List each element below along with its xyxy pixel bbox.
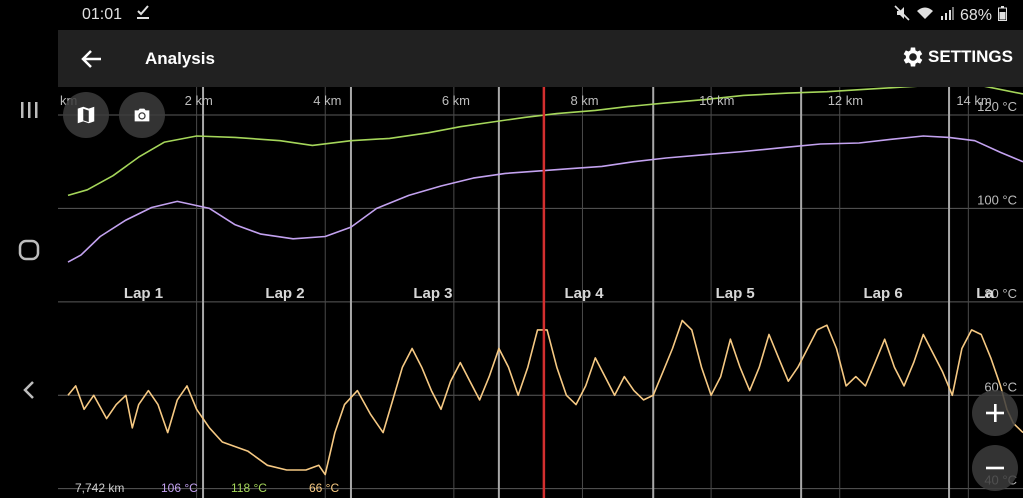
app-bar: Analysis SETTINGS (58, 30, 1023, 87)
settings-button[interactable]: SETTINGS (900, 44, 1013, 70)
footer-distance: 7,742 km (75, 481, 125, 495)
y-tick-label: 80 °C (984, 286, 1017, 301)
map-button[interactable] (63, 92, 109, 138)
series-line-1 (67, 87, 1023, 197)
map-icon (77, 106, 95, 124)
x-tick-label: 6 km (442, 93, 470, 108)
footer-purple-value: 106 °C (161, 481, 198, 495)
camera-icon (134, 108, 150, 122)
lap-label: La (976, 285, 994, 302)
y-tick-label: 100 °C (977, 192, 1017, 207)
battery-icon (998, 5, 1007, 26)
minus-icon (986, 466, 1004, 470)
gear-icon (903, 47, 923, 67)
arrow-left-icon (81, 50, 101, 68)
status-time: 01:01 (82, 6, 123, 23)
settings-label: SETTINGS (927, 47, 1013, 66)
mute-icon (894, 5, 910, 26)
zoom-out-button[interactable] (972, 445, 1018, 491)
system-nav-bar (0, 0, 58, 498)
lap-label: Lap 1 (124, 285, 163, 302)
x-tick-label: 2 km (185, 93, 213, 108)
x-tick-label: 14 km (956, 93, 991, 108)
footer-green-value: 118 °C (231, 481, 267, 495)
plus-icon (986, 404, 1004, 422)
x-tick-label: 12 km (828, 93, 863, 108)
lap-label: Lap 3 (413, 285, 452, 302)
page-title: Analysis (145, 49, 215, 68)
footer-orange-value: 66 °C (309, 481, 340, 495)
lap-label: Lap 2 (265, 285, 304, 302)
recent-apps-icon[interactable] (0, 90, 58, 130)
x-tick-label: 4 km (313, 93, 341, 108)
wifi-icon (916, 6, 934, 25)
y-tick-label: 120 °C (977, 99, 1017, 114)
status-icons: 68% (894, 5, 1007, 26)
series-line-2 (67, 135, 1023, 263)
signal-icon (940, 6, 954, 25)
status-bar: 01:01 68% (58, 0, 1023, 30)
x-tick-label: 10 km (699, 93, 734, 108)
back-button[interactable] (76, 44, 106, 74)
lap-label: Lap 4 (564, 285, 604, 302)
series-line-3 (67, 319, 1023, 476)
lap-label: Lap 6 (863, 285, 902, 302)
zoom-in-button[interactable] (972, 390, 1018, 436)
x-tick-label: 8 km (570, 93, 598, 108)
home-icon[interactable] (0, 230, 58, 270)
camera-button[interactable] (119, 92, 165, 138)
system-back-icon[interactable] (0, 370, 58, 410)
battery-level: 68% (959, 6, 992, 24)
download-done-icon (136, 4, 150, 25)
lap-label: Lap 5 (716, 285, 755, 302)
